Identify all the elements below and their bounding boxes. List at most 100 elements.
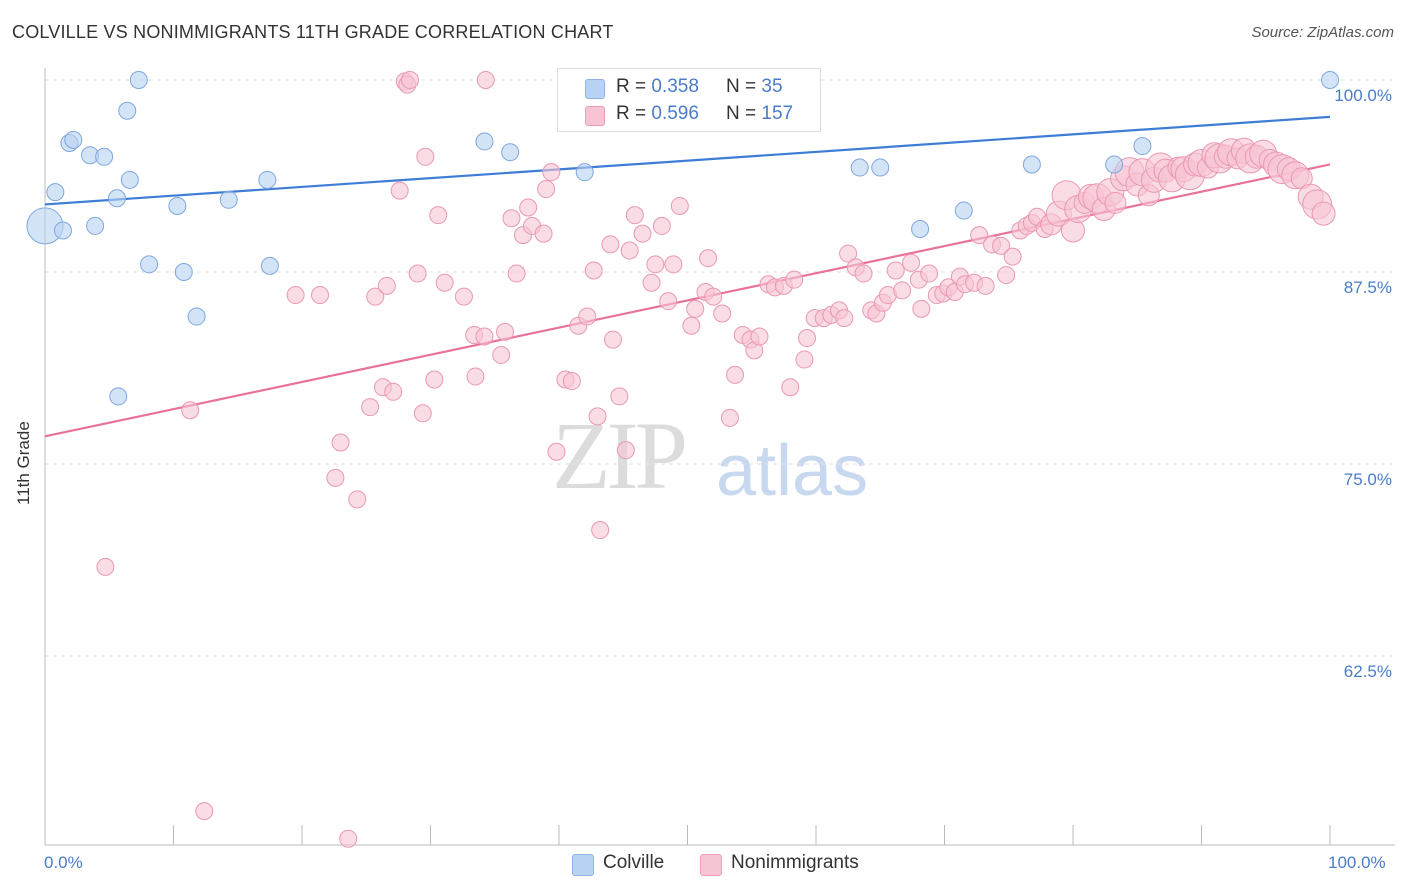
point-nonimmigrants xyxy=(625,206,644,225)
r-label: R = xyxy=(616,103,652,124)
point-colville xyxy=(118,101,137,120)
point-nonimmigrants xyxy=(682,316,701,335)
point-nonimmigrants xyxy=(310,286,329,305)
point-colville xyxy=(64,130,83,149)
trend-line-colville xyxy=(44,115,1331,206)
point-colville xyxy=(129,71,148,89)
point-colville xyxy=(954,201,973,220)
point-nonimmigrants xyxy=(646,255,665,274)
point-nonimmigrants xyxy=(588,407,607,426)
point-nonimmigrants xyxy=(400,71,419,89)
point-nonimmigrants xyxy=(454,287,473,306)
point-colville xyxy=(1133,137,1152,156)
point-colville xyxy=(168,196,187,215)
point-nonimmigrants xyxy=(920,264,939,283)
point-nonimmigrants xyxy=(785,270,804,289)
legend-swatch-nonimmigrants xyxy=(585,106,605,126)
point-colville xyxy=(1105,155,1124,174)
point-nonimmigrants xyxy=(475,327,494,346)
point-nonimmigrants xyxy=(839,244,858,263)
point-nonimmigrants xyxy=(534,224,553,243)
point-nonimmigrants xyxy=(610,387,629,406)
point-nonimmigrants xyxy=(195,802,214,821)
point-nonimmigrants xyxy=(633,224,652,243)
point-nonimmigrants xyxy=(435,273,454,292)
point-nonimmigrants xyxy=(331,433,350,452)
point-nonimmigrants xyxy=(616,441,635,460)
point-nonimmigrants xyxy=(429,206,448,225)
point-nonimmigrants xyxy=(390,181,409,200)
point-colville xyxy=(260,256,279,275)
point-nonimmigrants xyxy=(425,370,444,389)
point-colville xyxy=(140,255,159,274)
point-nonimmigrants xyxy=(1003,247,1022,266)
r-label: R = xyxy=(616,76,652,97)
point-nonimmigrants xyxy=(902,253,921,272)
point-nonimmigrants xyxy=(591,521,610,540)
x-tick-max: 100.0% xyxy=(1328,853,1386,872)
point-nonimmigrants xyxy=(1104,191,1127,214)
point-colville xyxy=(187,307,206,326)
point-nonimmigrants xyxy=(659,292,678,311)
bottom-legend-label: Nonimmigrants xyxy=(731,852,859,873)
point-nonimmigrants xyxy=(361,398,380,417)
legend-r-nonimmigrants: R = 0.596 xyxy=(616,103,699,125)
n-value: 35 xyxy=(761,76,783,97)
chart-title: COLVILLE VS NONIMMIGRANTS 11TH GRADE COR… xyxy=(12,22,614,42)
point-nonimmigrants xyxy=(326,468,345,487)
point-nonimmigrants xyxy=(578,307,597,326)
legend-row-nonimmigrants: R = 0.596 N = 157 xyxy=(558,100,820,128)
point-nonimmigrants xyxy=(720,408,739,427)
point-nonimmigrants xyxy=(886,261,905,280)
point-colville xyxy=(109,387,128,406)
point-nonimmigrants xyxy=(670,196,689,215)
point-nonimmigrants xyxy=(835,309,854,328)
y-tick-label: 100.0% xyxy=(1334,86,1392,105)
axes xyxy=(44,68,1395,846)
point-nonimmigrants xyxy=(976,276,995,295)
point-colville xyxy=(575,163,594,182)
data-points xyxy=(26,71,1339,848)
point-nonimmigrants xyxy=(408,264,427,283)
point-colville xyxy=(120,170,139,189)
legend-r-colville: R = 0.358 xyxy=(616,76,699,98)
point-nonimmigrants xyxy=(584,261,603,280)
point-nonimmigrants xyxy=(795,350,814,369)
point-nonimmigrants xyxy=(562,372,581,391)
point-nonimmigrants xyxy=(181,401,200,420)
point-nonimmigrants xyxy=(997,266,1016,285)
point-nonimmigrants xyxy=(416,147,435,166)
legend-row-colville: R = 0.358 N = 35 xyxy=(558,73,820,101)
n-label: N = xyxy=(726,76,762,97)
point-nonimmigrants xyxy=(547,442,566,461)
point-colville xyxy=(174,263,193,281)
legend-swatch-colville xyxy=(585,79,605,99)
n-value: 157 xyxy=(761,103,794,124)
point-colville xyxy=(911,219,930,238)
point-colville xyxy=(95,147,114,166)
point-nonimmigrants xyxy=(476,71,495,89)
n-label: N = xyxy=(726,103,762,124)
point-colville xyxy=(871,158,890,177)
point-nonimmigrants xyxy=(466,367,485,386)
point-nonimmigrants xyxy=(704,287,723,306)
point-nonimmigrants xyxy=(96,557,115,576)
y-axis-label: 11th Grade xyxy=(14,421,33,505)
point-nonimmigrants xyxy=(992,236,1011,255)
point-nonimmigrants xyxy=(620,241,639,260)
point-nonimmigrants xyxy=(642,273,661,292)
point-nonimmigrants xyxy=(750,327,769,346)
x-tick-min: 0.0% xyxy=(44,853,83,872)
point-nonimmigrants xyxy=(970,226,989,245)
point-nonimmigrants xyxy=(601,235,620,254)
point-nonimmigrants xyxy=(542,163,561,182)
point-colville xyxy=(53,221,72,240)
bottom-swatch-nonimmigrants xyxy=(700,854,722,876)
point-colville xyxy=(1321,71,1339,89)
legend-n-nonimmigrants: N = 157 xyxy=(726,103,793,125)
point-nonimmigrants xyxy=(686,299,705,318)
point-nonimmigrants xyxy=(1311,201,1336,226)
point-nonimmigrants xyxy=(384,382,403,401)
point-nonimmigrants xyxy=(798,329,817,348)
